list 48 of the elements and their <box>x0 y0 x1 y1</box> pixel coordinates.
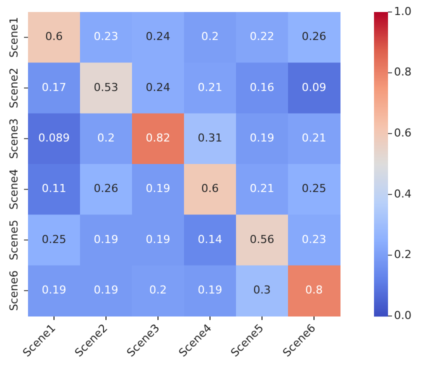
data-label: 0.31 <box>198 132 222 145</box>
data-label: 0.19 <box>94 284 118 297</box>
data-label: 0.6 <box>201 182 219 196</box>
data-label: 0.089 <box>38 132 70 145</box>
y-tick-label: Scene2 <box>7 68 20 108</box>
y-tick-label: Scene6 <box>7 270 20 311</box>
color-bar-label: 0.6 <box>394 126 412 140</box>
data-label: 0.53 <box>94 80 118 94</box>
data-label: 0.22 <box>250 30 274 44</box>
data-label: 0.19 <box>42 284 66 297</box>
data-label: 0.26 <box>302 30 326 44</box>
data-label: 0.3 <box>253 284 271 297</box>
y-tick-label: Scene4 <box>7 169 20 210</box>
data-label: 0.26 <box>94 182 118 196</box>
data-label: 0.19 <box>146 182 170 196</box>
data-label: 0.2 <box>201 30 219 44</box>
data-label: 0.19 <box>250 132 274 145</box>
data-label: 0.19 <box>94 232 118 246</box>
data-label: 0.14 <box>198 232 222 246</box>
data-label: 0.19 <box>198 284 222 297</box>
data-label: 0.21 <box>302 132 326 145</box>
data-label: 0.23 <box>94 30 118 44</box>
data-label: 0.56 <box>250 232 274 246</box>
color-bar-label: 0.0 <box>394 308 412 322</box>
color-bar-label: 0.2 <box>394 248 412 262</box>
data-label: 0.2 <box>149 284 167 297</box>
color-bar-label: 0.4 <box>394 187 412 200</box>
data-label: 0.6 <box>45 30 63 44</box>
data-label: 0.21 <box>250 182 274 196</box>
data-label: 0.82 <box>146 132 170 145</box>
data-label: 0.2 <box>97 132 115 145</box>
color-bar-label: 0.8 <box>394 66 412 79</box>
data-label: 0.09 <box>302 80 326 94</box>
y-tick-label: Scene1 <box>7 17 20 58</box>
data-label: 0.17 <box>42 80 66 94</box>
data-label: 0.21 <box>198 80 222 94</box>
y-tick-label: Scene3 <box>7 118 20 159</box>
data-label: 0.25 <box>42 232 66 246</box>
data-label: 0.11 <box>42 182 66 196</box>
data-label: 0.16 <box>250 80 274 94</box>
y-tick-label: Scene5 <box>7 220 20 260</box>
data-label: 0.23 <box>302 232 326 246</box>
data-label: 0.24 <box>146 80 170 94</box>
data-label: 0.24 <box>146 30 170 44</box>
data-label: 0.8 <box>305 284 323 297</box>
data-label: 0.25 <box>302 182 326 196</box>
data-label: 0.19 <box>146 232 170 246</box>
color-bar-label: 1.0 <box>394 4 412 18</box>
